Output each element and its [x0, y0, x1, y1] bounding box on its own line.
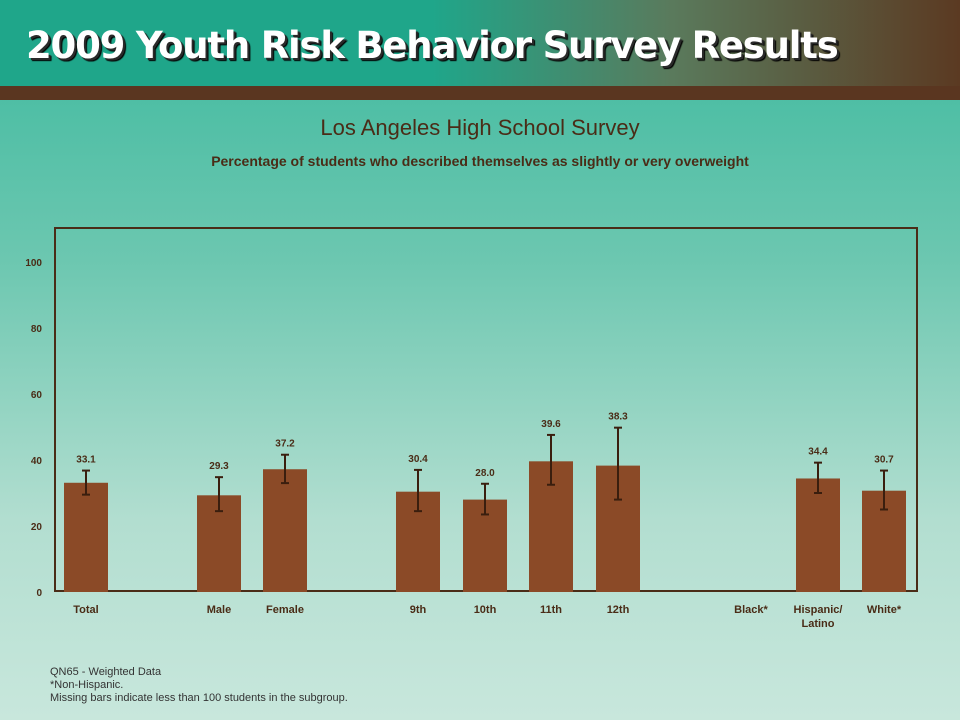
data-label: 28.0 — [475, 468, 495, 479]
x-tick-label: Hispanic/ — [794, 604, 843, 616]
y-tick-label: 40 — [31, 456, 43, 467]
header-strip — [0, 86, 960, 100]
y-tick-label: 80 — [31, 324, 43, 335]
y-tick-label: 20 — [31, 522, 43, 533]
data-label: 38.3 — [608, 412, 628, 423]
x-tick-label: 12th — [607, 604, 630, 616]
x-tick-label: Latino — [802, 618, 835, 630]
x-tick-label: 10th — [474, 604, 497, 616]
x-tick-label: 9th — [410, 604, 427, 616]
x-tick-label: Male — [207, 604, 231, 616]
y-tick-label: 100 — [25, 258, 42, 269]
bar — [796, 478, 840, 592]
y-tick-label: 0 — [36, 588, 42, 599]
footnote-line: *Non-Hispanic. — [50, 679, 124, 691]
header-banner — [0, 0, 960, 86]
bar — [64, 482, 108, 592]
bar — [263, 469, 307, 592]
footnotes: QN65 - Weighted Data *Non-Hispanic. Miss… — [50, 666, 348, 705]
footnote-line: QN65 - Weighted Data — [50, 666, 162, 678]
data-label: 30.7 — [874, 455, 894, 466]
x-tick-label: Total — [73, 604, 98, 616]
chart-title: Los Angeles High School Survey — [320, 115, 640, 140]
page-title: 2009 Youth Risk Behavior Survey Results — [26, 24, 839, 67]
x-tick-label: White* — [867, 604, 902, 616]
y-tick-label: 60 — [31, 390, 43, 401]
data-label: 37.2 — [275, 439, 295, 450]
x-tick-label: Black* — [734, 604, 768, 616]
x-tick-label: 11th — [540, 604, 562, 616]
data-label: 34.4 — [808, 447, 828, 458]
data-label: 30.4 — [408, 454, 428, 465]
chart-subtitle: Percentage of students who described the… — [211, 153, 749, 169]
footnote-line: Missing bars indicate less than 100 stud… — [50, 692, 348, 704]
data-label: 39.6 — [541, 419, 561, 430]
x-tick-label: Female — [266, 604, 304, 616]
data-label: 33.1 — [76, 455, 96, 466]
data-label: 29.3 — [209, 461, 229, 472]
